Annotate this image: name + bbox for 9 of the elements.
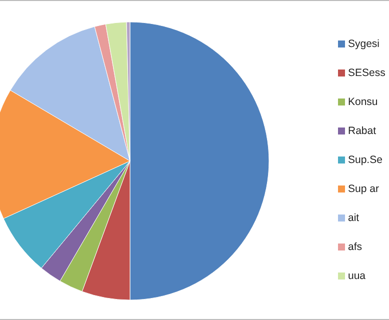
legend-label: afs xyxy=(348,241,362,253)
legend-label: ait xyxy=(348,212,360,224)
legend-label: Sup.Se xyxy=(348,154,383,166)
legend-label: Sygesi xyxy=(348,38,380,50)
legend-label: Rabat xyxy=(348,125,376,137)
legend-label: uua xyxy=(348,270,366,282)
legend-label: Sup ar xyxy=(348,183,380,195)
legend-label: SESess xyxy=(348,67,386,79)
legend-label: Konsu xyxy=(348,96,378,108)
